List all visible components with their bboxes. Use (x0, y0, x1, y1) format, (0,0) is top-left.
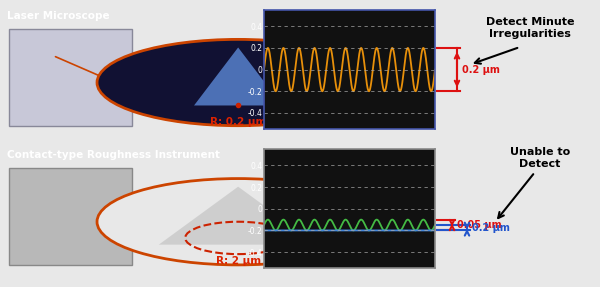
Text: 0.05 μm: 0.05 μm (457, 220, 502, 230)
FancyBboxPatch shape (9, 168, 133, 265)
Text: Detect Minute
Irregularities: Detect Minute Irregularities (486, 17, 574, 38)
FancyBboxPatch shape (9, 29, 133, 126)
Text: Unable to
Detect: Unable to Detect (510, 147, 570, 168)
Text: R: 0.2 μm: R: 0.2 μm (210, 117, 266, 127)
Circle shape (97, 39, 379, 126)
Polygon shape (194, 47, 282, 105)
Text: 0.2 μm: 0.2 μm (472, 223, 510, 233)
Text: Contact-type Roughness Instrument: Contact-type Roughness Instrument (7, 150, 220, 160)
Text: 0.2 μm: 0.2 μm (462, 65, 500, 75)
Circle shape (97, 179, 379, 265)
Text: Laser Microscope: Laser Microscope (7, 11, 109, 21)
Polygon shape (159, 187, 317, 245)
Text: R: 2 μm: R: 2 μm (215, 256, 261, 266)
